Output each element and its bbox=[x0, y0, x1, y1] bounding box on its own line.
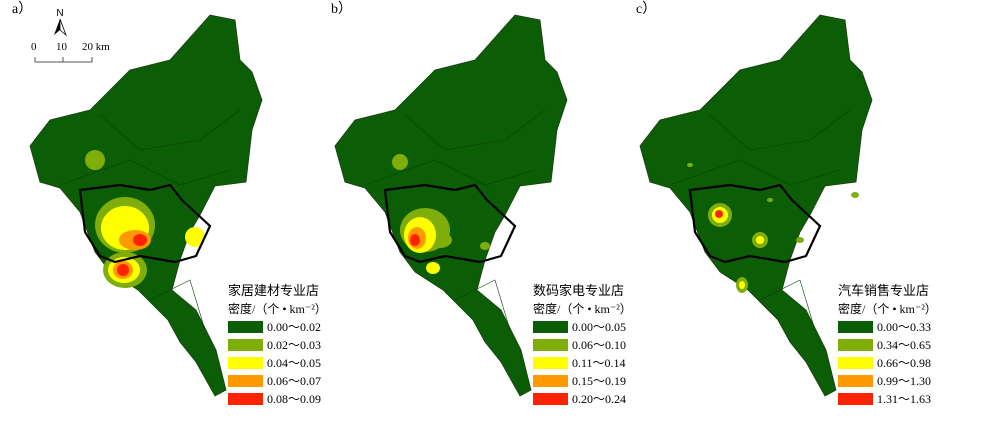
density-hotspot bbox=[851, 192, 859, 198]
legend-item: 0.66～0.98 bbox=[838, 354, 937, 372]
panel-c: c） 汽车销售专业店 密度/（个 • km⁻²） 0.00～0.33 0.34～0.65… bbox=[610, 0, 937, 421]
legend: 家居建材专业店 密度/（个 • km⁻²） 0.00～0.02 0.02～0.03 0.… bbox=[228, 282, 327, 408]
density-hotspot bbox=[410, 234, 420, 246]
core-district-boundary bbox=[688, 183, 822, 264]
legend-item: 0.04～0.05 bbox=[228, 354, 327, 372]
density-hotspot bbox=[687, 163, 693, 167]
density-hotspot bbox=[392, 154, 408, 170]
legend-item: 0.00～0.33 bbox=[838, 318, 937, 336]
north-arrow-scalebar: N 0 10 20 km bbox=[30, 5, 140, 65]
legend-unit: 密度/（个 • km⁻²） bbox=[228, 302, 327, 316]
density-hotspot bbox=[739, 281, 745, 289]
panel-a: a） 家居建材专业店 密度/（个 • km⁻²） 0.00～0.02 0.02～0.03… bbox=[0, 0, 327, 421]
region-shape bbox=[334, 14, 568, 397]
legend-swatch bbox=[228, 393, 263, 405]
density-map bbox=[334, 14, 568, 397]
legend-label: 0.00～0.02 bbox=[267, 320, 322, 334]
density-hotspot bbox=[426, 262, 440, 274]
legend-swatch bbox=[533, 357, 568, 369]
panel-b: b） 数码家电专业店 密度/（个 • km⁻²） 0.00～0.05 0.06～0.10… bbox=[305, 0, 632, 421]
svg-text:N: N bbox=[56, 8, 63, 19]
legend-swatch bbox=[838, 393, 873, 405]
legend-item: 0.00～0.05 bbox=[533, 318, 632, 336]
scale-tick: 0 bbox=[31, 41, 37, 53]
legend-label: 1.31～1.63 bbox=[877, 392, 932, 406]
density-hotspot bbox=[133, 234, 147, 246]
legend-swatch bbox=[533, 339, 568, 351]
legend-title: 家居建材专业店 bbox=[228, 283, 320, 298]
legend-item: 0.06～0.10 bbox=[533, 336, 632, 354]
density-hotspot bbox=[756, 236, 764, 244]
legend-label: 0.00～0.33 bbox=[877, 320, 932, 334]
legend: 数码家电专业店 密度/（个 • km⁻²） 0.00～0.05 0.06～0.10 0.… bbox=[533, 282, 632, 408]
legend-label: 0.02～0.03 bbox=[267, 338, 322, 352]
legend-item: 0.08～0.09 bbox=[228, 390, 327, 408]
core-district-boundary bbox=[383, 183, 517, 264]
legend-label: 0.20～0.24 bbox=[572, 392, 627, 406]
legend-unit: 密度/（个 • km⁻²） bbox=[533, 302, 632, 316]
legend-label: 0.15～0.19 bbox=[572, 374, 627, 388]
legend: 汽车销售专业店 密度/（个 • km⁻²） 0.00～0.33 0.34～0.65 0.… bbox=[838, 282, 937, 408]
legend-label: 0.00～0.05 bbox=[572, 320, 627, 334]
legend-swatch bbox=[838, 321, 873, 333]
legend-swatch bbox=[533, 375, 568, 387]
panel-label: b） bbox=[331, 2, 352, 17]
legend-label: 0.06～0.07 bbox=[267, 374, 322, 388]
legend-swatch bbox=[228, 375, 263, 387]
legend-swatch bbox=[838, 375, 873, 387]
density-map bbox=[639, 14, 873, 397]
density-map bbox=[29, 14, 263, 397]
legend-label: 0.04～0.05 bbox=[267, 356, 322, 370]
legend-swatch bbox=[228, 357, 263, 369]
legend-item: 0.06～0.07 bbox=[228, 372, 327, 390]
legend-swatch bbox=[533, 393, 568, 405]
density-hotspot bbox=[117, 264, 129, 276]
density-hotspot bbox=[85, 150, 105, 170]
region-shape bbox=[639, 14, 873, 397]
density-hotspot bbox=[715, 210, 723, 218]
legend-swatch bbox=[228, 339, 263, 351]
legend-label: 0.11～0.14 bbox=[572, 356, 626, 370]
density-hotspot bbox=[480, 242, 490, 250]
legend-item: 0.00～0.02 bbox=[228, 318, 327, 336]
legend-title: 汽车销售专业店 bbox=[838, 283, 930, 298]
legend-item: 0.15～0.19 bbox=[533, 372, 632, 390]
legend-item: 1.31～1.63 bbox=[838, 390, 937, 408]
legend-title: 数码家电专业店 bbox=[533, 283, 625, 298]
legend-label: 0.66～0.98 bbox=[877, 356, 932, 370]
legend-label: 0.08～0.09 bbox=[267, 392, 322, 406]
legend-label: 0.34～0.65 bbox=[877, 338, 932, 352]
legend-item: 0.99～1.30 bbox=[838, 372, 937, 390]
legend-label: 0.06～0.10 bbox=[572, 338, 627, 352]
legend-item: 0.11～0.14 bbox=[533, 354, 632, 372]
legend-item: 0.34～0.65 bbox=[838, 336, 937, 354]
legend-swatch bbox=[533, 321, 568, 333]
scale-tick: 20 km bbox=[82, 41, 110, 53]
north-arrow-icon: N bbox=[34, 8, 93, 63]
panel-label: c） bbox=[636, 2, 657, 17]
legend-swatch bbox=[838, 357, 873, 369]
legend-label: 0.99～1.30 bbox=[877, 374, 932, 388]
density-hotspot bbox=[796, 237, 804, 243]
legend-item: 0.20～0.24 bbox=[533, 390, 632, 408]
legend-swatch bbox=[228, 321, 263, 333]
legend-unit: 密度/（个 • km⁻²） bbox=[838, 302, 937, 316]
legend-item: 0.02～0.03 bbox=[228, 336, 327, 354]
legend-swatch bbox=[838, 339, 873, 351]
panel-label: a） bbox=[12, 2, 33, 17]
density-hotspot bbox=[185, 227, 205, 247]
density-hotspot bbox=[767, 198, 773, 202]
scale-tick: 10 bbox=[56, 41, 67, 53]
core-district-boundary bbox=[78, 183, 212, 264]
